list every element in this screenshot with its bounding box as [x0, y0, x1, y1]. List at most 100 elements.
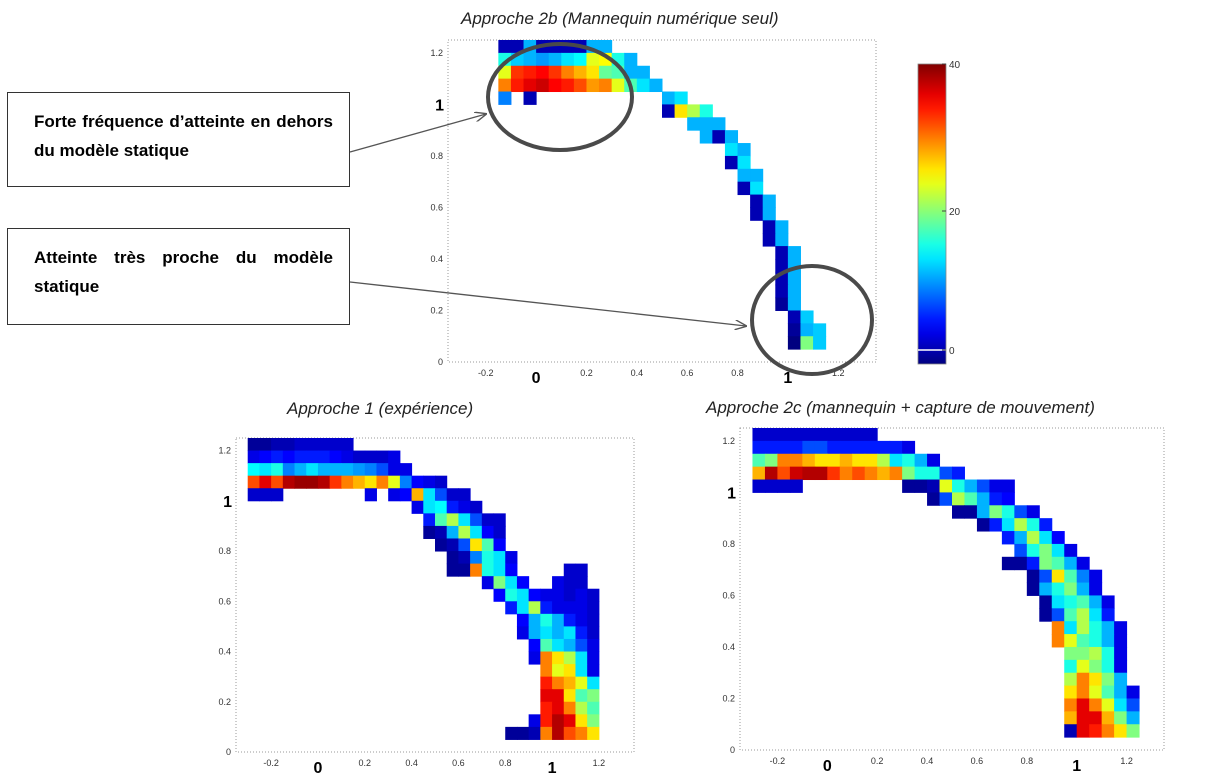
- heatmap-cell: [498, 91, 512, 105]
- heatmap-cell: [575, 588, 588, 602]
- heatmap-cell: [575, 714, 588, 728]
- heatmap-cell: [552, 701, 565, 715]
- heatmap-cell: [827, 453, 841, 468]
- heatmap-cell: [528, 726, 541, 740]
- heatmap-cell: [699, 130, 713, 144]
- heatmap-cell: [540, 726, 553, 740]
- heatmap-cell: [764, 466, 778, 481]
- heatmap-cell: [563, 676, 576, 690]
- heatmap-cell: [505, 726, 518, 740]
- heatmap-cell: [563, 689, 576, 703]
- heatmap-cell: [976, 518, 990, 532]
- heatmap-cell: [523, 65, 537, 80]
- heatmap-cell: [800, 336, 814, 350]
- heatmap-cell: [516, 613, 530, 627]
- heatmap-cell: [528, 626, 541, 640]
- heatmap-cell: [952, 492, 965, 506]
- heatmap-cell: [552, 576, 565, 590]
- x-tick-label: 0.4: [631, 368, 644, 378]
- heatmap-cell: [814, 440, 828, 455]
- y-tick-label: 0.2: [430, 305, 443, 315]
- heatmap-cell: [528, 613, 541, 627]
- heatmap-cell: [787, 284, 801, 299]
- heatmap-cell: [540, 651, 553, 665]
- heatmap-cell: [575, 563, 588, 577]
- heatmap-cell: [775, 271, 789, 286]
- heatmap-cell: [1039, 518, 1053, 532]
- heatmap-cell: [364, 463, 377, 477]
- heatmap-cell: [1114, 672, 1128, 687]
- heatmap-cell: [939, 479, 953, 493]
- heatmap-cell: [516, 601, 530, 615]
- heatmap-cell: [914, 453, 928, 468]
- heatmap-cell: [470, 513, 483, 527]
- heatmap-cell: [247, 475, 260, 489]
- heatmap-cell: [1076, 569, 1090, 584]
- heatmap-cell: [939, 466, 953, 481]
- heatmap-cell: [435, 488, 448, 502]
- heatmap-cell: [1064, 672, 1078, 687]
- heatmap-cell: [388, 475, 401, 489]
- heatmap-cell: [294, 438, 307, 452]
- heatmap-cell: [528, 588, 541, 602]
- heatmap-cell: [548, 52, 562, 67]
- chart-title-2b: Approche 2b (Mannequin numérique seul): [461, 9, 779, 28]
- heatmap-cell: [877, 466, 891, 481]
- heatmap-cell: [587, 626, 600, 640]
- heatmap-cell: [789, 466, 803, 481]
- heatmap-cell: [1101, 595, 1115, 609]
- heatmap-cell: [889, 466, 903, 481]
- y-bold-label: 1: [435, 97, 444, 114]
- heatmap-cell: [364, 488, 377, 502]
- x-bold-label: 0: [823, 758, 832, 775]
- colorbar: 40 20 0: [917, 60, 961, 365]
- heatmap-cell: [839, 440, 853, 455]
- heatmap-cell: [411, 500, 424, 514]
- heatmap-cell: [364, 475, 377, 489]
- heatmap-cell: [561, 40, 575, 54]
- heatmap-cell: [752, 428, 766, 442]
- x-bold-label: 0: [532, 370, 541, 387]
- heatmap-cell: [561, 52, 575, 67]
- heatmap-cell: [752, 466, 766, 481]
- heatmap-cell: [435, 525, 448, 539]
- heatmap-cell: [750, 168, 764, 183]
- heatmap-cell: [1001, 556, 1015, 571]
- callout-close-to-model: Atteinte très proche du modèle statique: [7, 228, 350, 325]
- heatmap-cell: [586, 40, 600, 54]
- heatmap-cell: [611, 78, 625, 93]
- y-tick-label: 0.2: [722, 693, 735, 703]
- y-tick-label: 0.8: [722, 539, 735, 549]
- heatmap-cell: [294, 450, 307, 464]
- heatmap-cell: [353, 463, 366, 477]
- heatmap-cell: [1064, 569, 1078, 584]
- heatmap-approche-2b: -0.2 0.2 0.4 0.6 0.8 1.2 0 0.2 0.4 0.6 0.8 1.2 0 1 1: [430, 39, 877, 387]
- heatmap-cell: [540, 613, 553, 627]
- heatmap-cell: [687, 104, 701, 118]
- heatmap-cell: [1089, 569, 1103, 584]
- heatmap-approche-1: -0.2 0.2 0.4 0.6 0.8 1.2 0 0.2 0.4 0.6 0.8 1.2 0 1 1: [218, 437, 635, 776]
- heatmap-cell: [752, 453, 766, 468]
- heatmap-cell: [1101, 685, 1115, 699]
- heatmap-cell: [752, 479, 766, 493]
- heatmap-cell: [259, 450, 272, 464]
- heatmap-cell: [493, 563, 506, 577]
- heatmap-cell: [493, 525, 506, 539]
- heatmap-cell: [927, 492, 941, 506]
- heatmap-cell: [317, 438, 331, 452]
- heatmap-cell: [1114, 685, 1128, 699]
- heatmap-cell: [1064, 659, 1078, 674]
- heatmap-cell: [563, 651, 576, 665]
- heatmap-cell: [1026, 531, 1040, 545]
- heatmap-cell: [548, 78, 562, 93]
- heatmap-cell: [563, 701, 576, 715]
- heatmap-cell: [470, 551, 483, 565]
- heatmap-cell: [498, 52, 512, 67]
- heatmap-cell: [540, 601, 553, 615]
- heatmap-cell: [1101, 711, 1115, 725]
- heatmap-cell: [1126, 698, 1140, 712]
- heatmap-cell: [329, 475, 342, 489]
- x-tick-label: 0.2: [871, 756, 884, 766]
- heatmap-cell: [587, 714, 600, 728]
- x-tick-label: 0.8: [1021, 756, 1034, 766]
